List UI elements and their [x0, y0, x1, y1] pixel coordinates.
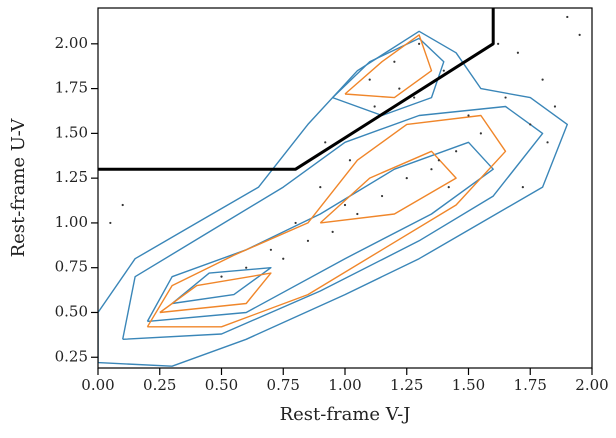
x-tick-label: 0.25 [143, 376, 176, 394]
contour [332, 37, 445, 117]
y-tick-label: 2.00 [55, 34, 88, 52]
x-tick-label: 0.75 [267, 376, 300, 394]
point [430, 168, 433, 171]
contour [146, 114, 507, 328]
point [479, 132, 482, 135]
point [442, 69, 445, 72]
point [121, 203, 124, 207]
point [373, 105, 376, 108]
point [380, 194, 384, 198]
point [546, 141, 549, 144]
point [455, 150, 458, 153]
contour [159, 272, 272, 314]
point [541, 78, 544, 81]
x-tick-label: 1.75 [514, 376, 547, 394]
point [497, 42, 500, 45]
contour [146, 141, 494, 323]
x-tick-label: 2.00 [575, 376, 608, 394]
point [398, 87, 401, 90]
x-tick-label: 0.50 [205, 376, 238, 394]
x-tick-label: 1.25 [390, 376, 423, 394]
contour [171, 267, 272, 305]
y-tick-label: 1.00 [55, 213, 88, 231]
point [220, 275, 223, 278]
y-axis-label: Rest-frame U-V [8, 118, 29, 258]
contour [344, 34, 433, 99]
point [294, 221, 297, 225]
x-tick-label: 0.00 [81, 376, 114, 394]
point [529, 123, 532, 126]
point [368, 78, 371, 81]
point [282, 257, 285, 260]
y-tick-label: 1.50 [55, 123, 88, 141]
point [348, 159, 352, 162]
point [393, 60, 396, 63]
point [269, 248, 272, 251]
point [504, 96, 507, 99]
y-tick-label: 0.50 [55, 302, 88, 320]
point [418, 42, 421, 45]
point [521, 186, 524, 189]
point [413, 96, 416, 99]
x-tick-label: 1.50 [452, 376, 485, 394]
point [405, 177, 408, 180]
x-axis-label: Rest-frame V-J [280, 404, 411, 425]
y-tick-label: 1.25 [55, 168, 88, 186]
point [566, 15, 569, 19]
point [447, 186, 450, 189]
contour [319, 150, 457, 224]
point [245, 266, 248, 269]
point [324, 141, 327, 144]
plot-frame [97, 7, 593, 369]
y-tick-label: 0.25 [55, 347, 88, 365]
point [467, 114, 470, 117]
contour [98, 30, 568, 367]
point [516, 51, 520, 54]
selection-boundary [98, 8, 495, 171]
point [343, 203, 347, 207]
point [578, 33, 581, 36]
point [553, 105, 557, 108]
y-tick-label: 0.75 [55, 258, 88, 276]
point [319, 186, 322, 189]
point [356, 212, 359, 216]
y-tick-label: 1.75 [55, 79, 88, 97]
x-tick-label: 1.00 [328, 376, 361, 394]
point [109, 221, 112, 225]
point [306, 239, 310, 242]
point [437, 159, 440, 162]
point [331, 230, 334, 233]
contour [122, 105, 544, 340]
